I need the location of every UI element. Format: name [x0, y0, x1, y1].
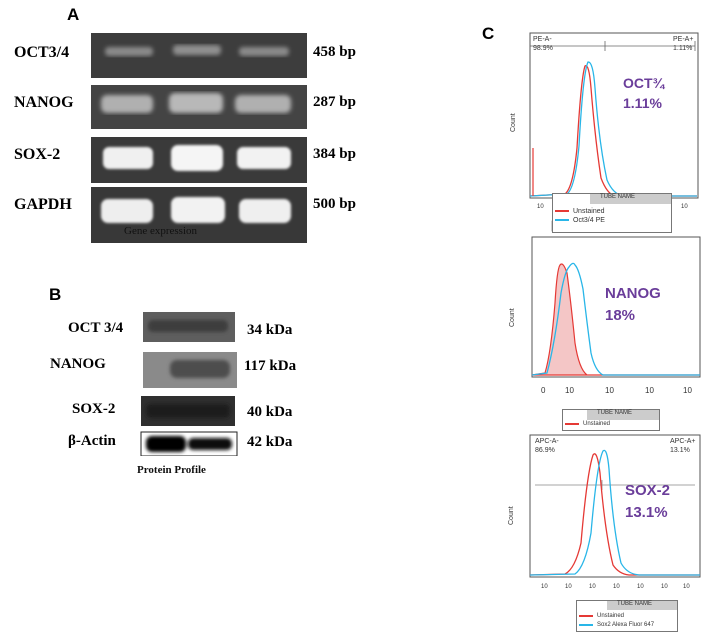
flow3-legend-swatch-stained	[579, 624, 593, 626]
flow3-legend-swatch-unstained	[579, 615, 593, 617]
gel-bands-gapdh	[101, 197, 291, 223]
svg-text:10: 10	[541, 584, 548, 590]
gel-image	[91, 33, 307, 243]
flow2-stained-curve	[531, 262, 700, 376]
flow3-gate-left-value: 86.9%	[535, 447, 555, 454]
flow1-unstained-curve	[529, 65, 697, 197]
flow3-stained-curve	[529, 449, 700, 576]
svg-text:10: 10	[613, 584, 620, 590]
flow1-legend-unstained: Unstained	[573, 208, 605, 215]
kda-label-sox2: 40 kDa	[247, 404, 293, 420]
flow1-legend: TUBE NAME Unstained Oct3/4 PE	[552, 193, 672, 233]
flow1-legend-header: TUBE NAME	[590, 194, 671, 204]
wb-label-nanog: NANOG	[50, 356, 106, 372]
bp-label-nanog: 287 bp	[313, 94, 356, 110]
flow1-legend-stained: Oct3/4 PE	[573, 217, 605, 224]
flow3-percent: 13.1%	[625, 504, 668, 521]
flow2-legend-unstained: Unstained	[583, 421, 611, 427]
flow3-legend-stained: Sox2 Alexa Fluor 647	[597, 622, 655, 628]
flow3-marker: SOX-2	[625, 482, 670, 499]
flow2-percent: 18%	[605, 307, 635, 324]
gene-label-sox2: SOX-2	[14, 146, 61, 163]
svg-text:10: 10	[565, 386, 574, 395]
flow3-ylabel: Count	[508, 506, 515, 525]
gene-label-gapdh: GAPDH	[14, 196, 72, 213]
gene-label-oct34: OCT3/4	[14, 44, 70, 61]
flow-plot-nanog: Count 0 10 10 10 10 NANOG 18%	[509, 236, 701, 395]
flow2-marker: NANOG	[605, 285, 661, 302]
gel-bands-oct34	[105, 45, 289, 56]
svg-text:10: 10	[605, 386, 614, 395]
bp-label-gapdh: 500 bp	[313, 196, 356, 212]
flow1-gate-left-value: 98.9%	[533, 45, 553, 52]
flow2-legend: TUBE NAME Unstained	[562, 409, 660, 431]
wb-label-sox2: SOX-2	[72, 401, 116, 417]
western-blot-image	[140, 312, 238, 456]
kda-label-bactin: 42 kDa	[247, 434, 293, 450]
flow1-gate-right-value: 1.11%	[673, 45, 692, 52]
flow3-legend-unstained: Unstained	[597, 613, 625, 619]
svg-text:10: 10	[637, 584, 644, 590]
svg-text:10: 10	[537, 204, 544, 210]
flow3-gate-left-label: APC-A-	[535, 438, 559, 445]
kda-label-oct34: 34 kDa	[247, 322, 293, 338]
svg-text:10: 10	[661, 584, 668, 590]
flow2-ylabel: Count	[509, 308, 516, 327]
kda-label-nanog: 117 kDa	[244, 358, 297, 374]
panel-a-letter: A	[67, 5, 80, 24]
flow1-gate-left-label: PE-A-	[533, 36, 552, 43]
flow1-gate-right-label: PE-A+	[673, 36, 693, 43]
wb-label-oct34: OCT 3/4	[68, 320, 124, 336]
svg-text:10: 10	[589, 584, 596, 590]
panel-b-letter: B	[49, 285, 62, 304]
flow3-gate-right-label: APC-A+	[670, 438, 695, 445]
panel-c-letter: C	[482, 24, 495, 43]
wb-label-bactin: β-Actin	[68, 433, 116, 449]
flow2-legend-swatch-unstained	[565, 423, 579, 425]
svg-text:10: 10	[683, 584, 690, 590]
flow1-percent: 1.11%	[623, 95, 662, 111]
flow-plot-oct34: Count PE-A- 98.9% PE-A+ 1.11% 1010101010…	[510, 32, 699, 232]
gel-bands-sox2	[103, 145, 291, 171]
svg-text:10: 10	[565, 584, 572, 590]
flow1-stained-curve	[529, 61, 697, 197]
bp-label-oct34: 458 bp	[313, 44, 356, 60]
wb-caption: Protein Profile	[137, 464, 206, 476]
flow3-legend: TUBE NAME Unstained Sox2 Alexa Fluor 647	[576, 600, 678, 632]
gene-label-nanog: NANOG	[14, 94, 74, 111]
flow1-legend-swatch-unstained	[555, 210, 569, 212]
flow3-gate-right-value: 13.1%	[670, 447, 690, 454]
flow2-unstained-curve	[531, 263, 700, 376]
flow-plot-sox2: Count APC-A- 86.9% APC-A+ 13.1% 10 10 10 10…	[508, 434, 701, 590]
svg-text:0: 0	[541, 386, 546, 395]
flow2-legend-header: TUBE NAME	[587, 410, 659, 420]
flow1-marker: OCT¾	[623, 75, 666, 91]
svg-text:10: 10	[683, 386, 692, 395]
flow1-legend-swatch-stained	[555, 219, 569, 221]
flow1-ylabel: Count	[510, 113, 517, 132]
gel-bands-nanog	[101, 93, 291, 113]
bp-label-sox2: 384 bp	[313, 146, 356, 162]
svg-text:10: 10	[681, 204, 688, 210]
flow3-legend-header: TUBE NAME	[607, 601, 677, 610]
flow3-unstained-curve	[529, 453, 700, 576]
gel-caption: Gene expression	[124, 225, 198, 237]
svg-text:10: 10	[645, 386, 654, 395]
